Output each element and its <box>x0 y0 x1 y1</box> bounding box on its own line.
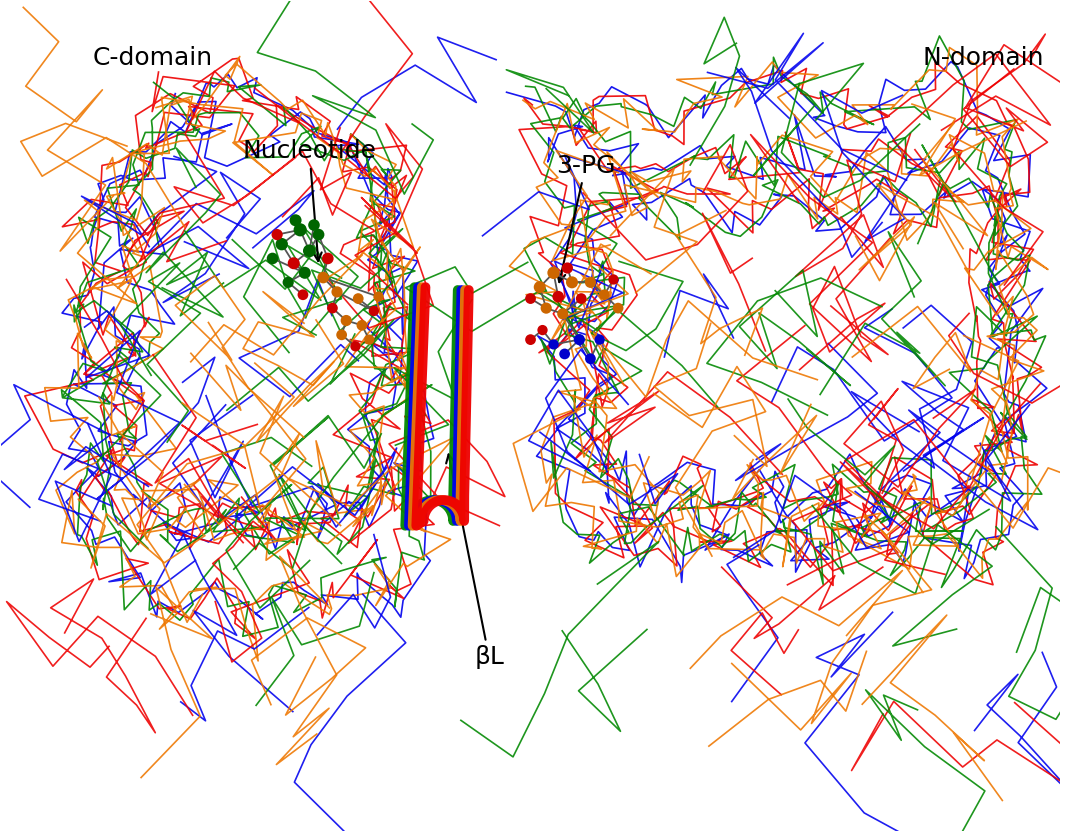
Point <box>347 339 364 353</box>
Point <box>605 273 622 286</box>
Point <box>522 292 539 305</box>
Point <box>329 285 346 299</box>
Point <box>545 338 562 351</box>
Point <box>522 333 539 346</box>
Point <box>564 275 581 289</box>
Text: Nucleotide: Nucleotide <box>243 139 376 261</box>
Point <box>572 292 590 305</box>
Point <box>296 266 314 280</box>
Point <box>319 252 336 265</box>
Point <box>315 271 332 285</box>
Point <box>538 301 555 314</box>
Point <box>324 301 342 314</box>
Point <box>264 252 281 265</box>
Point <box>582 275 599 289</box>
Point <box>365 305 382 318</box>
Point <box>596 288 613 301</box>
Point <box>268 228 286 241</box>
Point <box>558 261 576 275</box>
Point <box>554 307 571 320</box>
Point <box>534 324 551 337</box>
Point <box>532 280 549 294</box>
Point <box>279 275 296 289</box>
Point <box>550 290 567 304</box>
Point <box>369 290 387 304</box>
Point <box>570 333 587 346</box>
Text: βL: βL <box>446 454 504 669</box>
Text: 3-PG: 3-PG <box>556 154 615 282</box>
Point <box>310 228 328 241</box>
Point <box>591 333 608 346</box>
Text: N-domain: N-domain <box>923 46 1044 70</box>
Point <box>273 237 290 250</box>
Point <box>333 328 350 341</box>
Point <box>582 352 599 365</box>
Text: C-domain: C-domain <box>92 46 213 70</box>
Point <box>545 266 562 280</box>
Point <box>294 288 311 301</box>
Point <box>301 244 318 257</box>
Point <box>361 333 378 346</box>
Point <box>556 347 574 360</box>
Point <box>287 214 304 227</box>
Point <box>609 301 626 314</box>
Point <box>353 319 371 332</box>
Point <box>350 292 367 305</box>
Point <box>337 314 354 327</box>
Point <box>285 256 302 270</box>
Point <box>305 218 322 231</box>
Point <box>291 223 308 236</box>
